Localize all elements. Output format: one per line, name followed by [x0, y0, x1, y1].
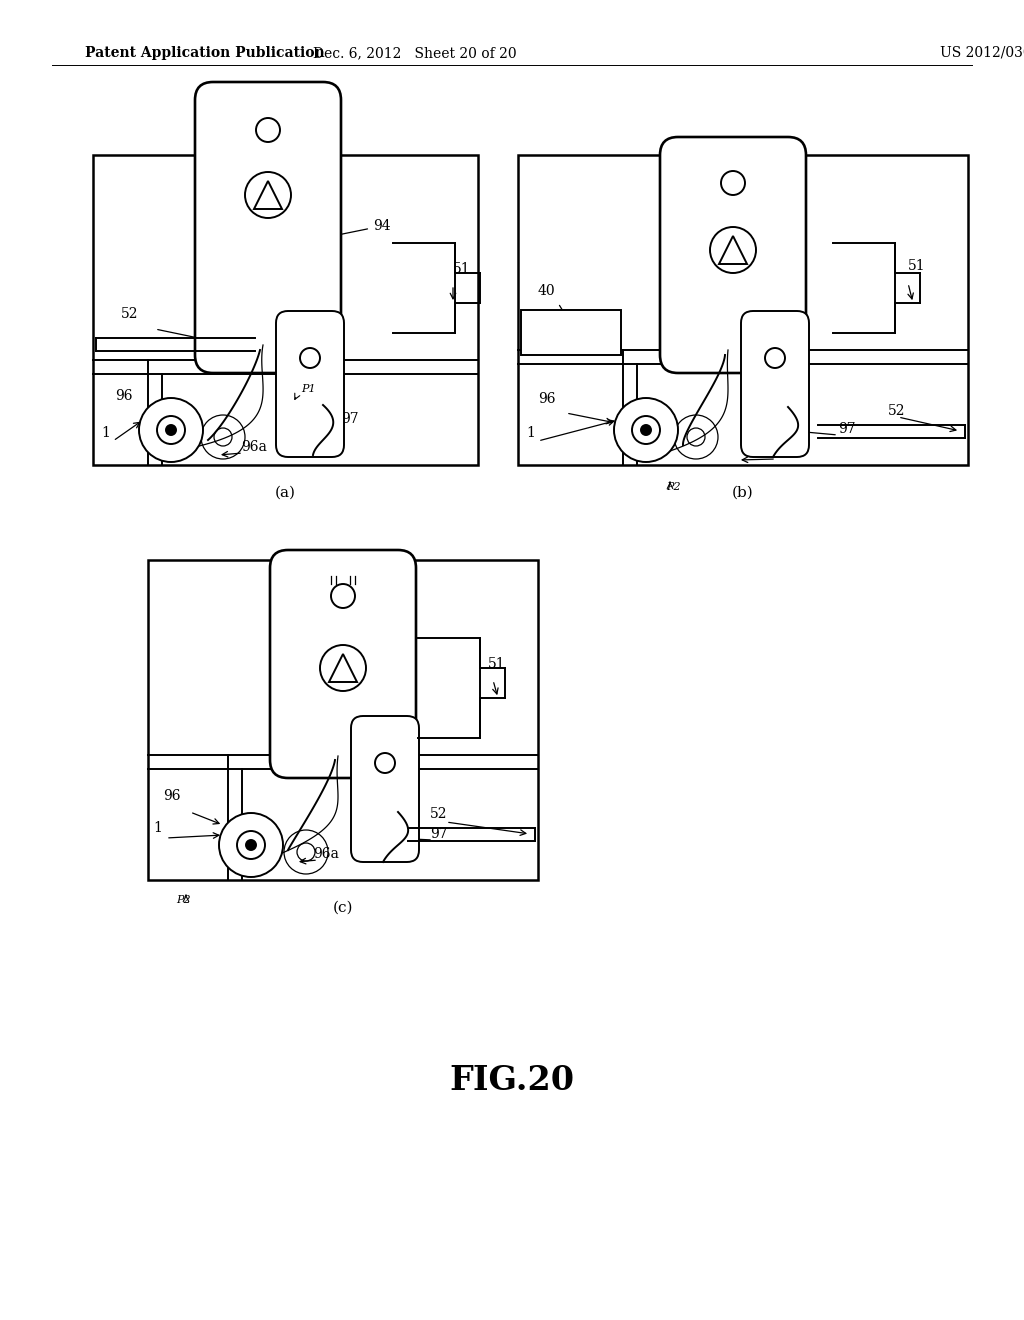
- Polygon shape: [719, 236, 746, 264]
- Text: 1: 1: [153, 821, 162, 836]
- Circle shape: [632, 416, 660, 444]
- Text: (c): (c): [333, 902, 353, 915]
- FancyBboxPatch shape: [351, 715, 419, 862]
- Bar: [518, 154, 968, 465]
- Text: 96: 96: [538, 392, 555, 407]
- Bar: [521, 310, 621, 355]
- Circle shape: [614, 399, 678, 462]
- Circle shape: [710, 227, 756, 273]
- Text: US 2012/0308264 A1: US 2012/0308264 A1: [940, 46, 1024, 59]
- Bar: [93, 154, 478, 465]
- Circle shape: [284, 830, 328, 874]
- Text: 1: 1: [526, 426, 535, 440]
- Circle shape: [214, 428, 232, 446]
- Circle shape: [245, 172, 291, 218]
- Text: 97: 97: [838, 422, 856, 436]
- Circle shape: [166, 425, 176, 436]
- Text: P2: P2: [666, 482, 681, 492]
- Text: 94: 94: [718, 191, 760, 218]
- Polygon shape: [254, 181, 282, 209]
- Text: 52: 52: [430, 807, 447, 821]
- Circle shape: [319, 645, 366, 690]
- Circle shape: [139, 399, 203, 462]
- Text: 94: 94: [317, 219, 390, 240]
- Text: 52: 52: [888, 404, 905, 418]
- FancyBboxPatch shape: [276, 312, 344, 457]
- Circle shape: [641, 425, 651, 436]
- Text: 96: 96: [115, 389, 132, 403]
- Circle shape: [300, 348, 319, 368]
- Circle shape: [256, 117, 280, 143]
- Circle shape: [721, 172, 745, 195]
- Text: Dec. 6, 2012   Sheet 20 of 20: Dec. 6, 2012 Sheet 20 of 20: [313, 46, 517, 59]
- Text: 51: 51: [908, 259, 926, 273]
- FancyBboxPatch shape: [270, 550, 416, 777]
- Text: 97: 97: [430, 828, 447, 841]
- Text: 40: 40: [538, 284, 556, 298]
- Text: (a): (a): [274, 486, 296, 500]
- Text: Patent Application Publication: Patent Application Publication: [85, 46, 325, 59]
- Text: 51: 51: [488, 657, 506, 671]
- Text: 96a: 96a: [241, 440, 267, 454]
- Text: 94: 94: [381, 599, 414, 623]
- Text: 1: 1: [101, 426, 110, 440]
- Text: 96a: 96a: [313, 847, 339, 861]
- Bar: [148, 560, 538, 880]
- Text: P1: P1: [301, 384, 315, 393]
- Text: 97: 97: [341, 412, 358, 426]
- Text: 96a: 96a: [773, 446, 799, 459]
- Circle shape: [687, 428, 705, 446]
- Circle shape: [201, 414, 245, 459]
- Text: FIG.20: FIG.20: [450, 1064, 574, 1097]
- Circle shape: [331, 583, 355, 609]
- Text: P2: P2: [176, 895, 190, 906]
- Circle shape: [765, 348, 785, 368]
- Circle shape: [674, 414, 718, 459]
- Polygon shape: [329, 653, 357, 682]
- Circle shape: [237, 832, 265, 859]
- Text: 51: 51: [453, 261, 471, 276]
- Circle shape: [157, 416, 185, 444]
- FancyBboxPatch shape: [660, 137, 806, 374]
- Text: (b): (b): [732, 486, 754, 500]
- Circle shape: [246, 840, 256, 850]
- Circle shape: [219, 813, 283, 876]
- Circle shape: [375, 752, 395, 774]
- Circle shape: [297, 843, 315, 861]
- FancyBboxPatch shape: [195, 82, 341, 374]
- Text: 96: 96: [163, 789, 180, 803]
- FancyBboxPatch shape: [741, 312, 809, 457]
- Text: 52: 52: [121, 308, 138, 321]
